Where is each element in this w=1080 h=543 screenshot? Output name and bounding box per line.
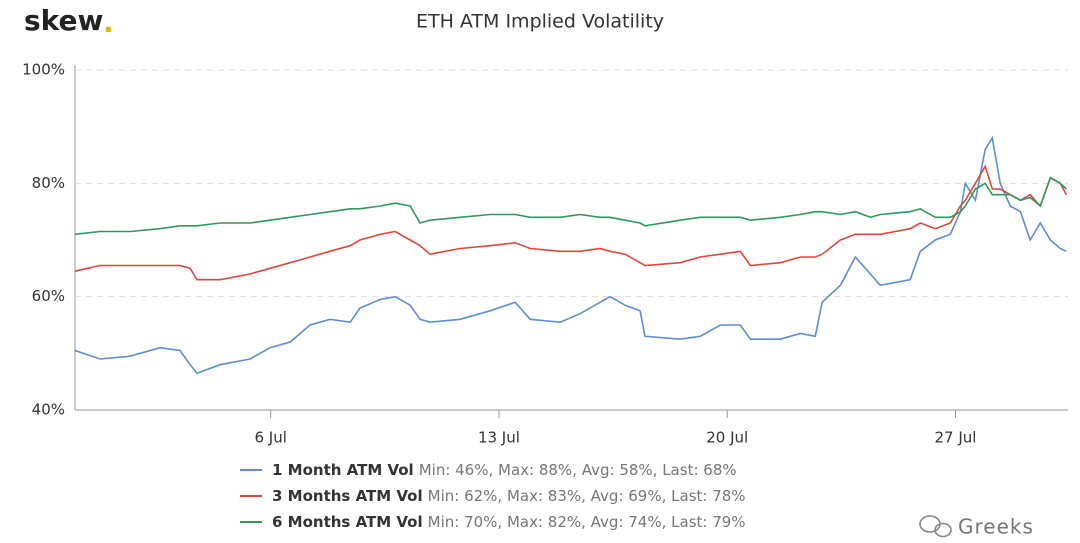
legend-stats: Min: 46%, Max: 88%, Avg: 58%, Last: 68% [419,461,737,479]
logo: skew [24,4,103,37]
legend-entry: 1 Month ATM Vol Min: 46%, Max: 88%, Avg: … [272,461,737,479]
chart-title: ETH ATM Implied Volatility [416,11,664,33]
x-tick-label: 27 Jul [935,429,977,447]
legend-name: 6 Months ATM Vol [272,513,423,531]
y-tick-label: 100% [22,61,65,79]
series-line [74,176,1067,236]
y-tick-label: 40% [32,401,65,419]
legend-name: 1 Month ATM Vol [272,461,414,479]
legend-name: 3 Months ATM Vol [272,487,423,505]
series-line [74,164,1068,281]
x-tick-label: 13 Jul [478,429,520,447]
series-line [74,135,1067,375]
x-tick-label: 6 Jul [254,429,286,447]
watermark: Greeks [958,515,1034,539]
legend-stats: Min: 70%, Max: 82%, Avg: 74%, Last: 79% [428,513,746,531]
legend-entry: 6 Months ATM Vol Min: 70%, Max: 82%, Avg:… [272,513,746,531]
watermark-icon [919,515,952,538]
y-tick-label: 60% [32,287,65,305]
logo-dot: . [103,6,114,39]
x-tick-label: 20 Jul [706,429,748,447]
legend-stats: Min: 62%, Max: 83%, Avg: 69%, Last: 78% [428,487,746,505]
legend-entry: 3 Months ATM Vol Min: 62%, Max: 83%, Avg:… [272,487,746,505]
y-tick-label: 80% [32,174,65,192]
